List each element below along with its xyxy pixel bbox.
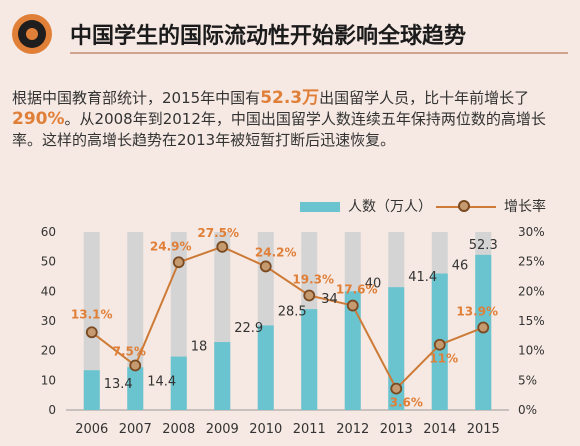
x-axis-tick-label: 2008 (162, 422, 195, 437)
bullet-icon (12, 14, 52, 54)
legend-bar-swatch (300, 202, 340, 212)
bar (344, 291, 361, 410)
x-axis-tick-label: 2012 (336, 422, 369, 437)
rate-value-label: 24.9% (150, 239, 192, 253)
left-axis-tick-label: 60 (41, 225, 56, 239)
right-axis-tick-label: 25% (518, 255, 545, 269)
rate-value-label: 24.2% (255, 245, 297, 259)
right-axis-tick-label: 15% (518, 314, 545, 328)
bar (257, 325, 274, 410)
growth-rate-marker (216, 240, 229, 253)
bar-value-label: 22.9 (234, 321, 263, 336)
legend-bar-label: 人数（万人） (348, 199, 432, 215)
bar-value-label: 28.5 (278, 304, 307, 319)
growth-rate-marker (346, 299, 359, 312)
right-axis-tick-label: 0% (518, 403, 537, 417)
bar (127, 367, 144, 410)
rate-value-label: 7.5% (113, 345, 146, 359)
left-axis-tick-label: 50 (41, 255, 56, 269)
x-axis-tick-label: 2014 (423, 422, 456, 437)
growth-rate-marker (85, 326, 98, 339)
bar (83, 370, 100, 410)
rate-value-label: 13.1% (71, 307, 113, 321)
x-axis-tick-label: 2011 (293, 422, 326, 437)
growth-rate-line (91, 245, 484, 391)
growth-rate-marker (477, 321, 490, 334)
left-axis-tick-label: 30 (41, 314, 56, 328)
description-highlight-count: 52.3万 (260, 88, 320, 108)
bar-value-label: 46 (452, 259, 469, 274)
x-axis-tick-label: 2007 (119, 422, 152, 437)
rate-value-label: 13.9% (456, 305, 498, 319)
growth-rate-marker (303, 289, 316, 302)
description-segment: 根据中国教育部统计，2015年中国有 (12, 89, 261, 107)
right-axis-tick-label: 20% (518, 284, 545, 298)
legend-marker-swatch (458, 200, 470, 212)
left-axis-tick-label: 40 (41, 284, 56, 298)
bar-value-label: 13.4 (104, 377, 133, 392)
bar (301, 309, 318, 410)
description-highlight-growth: 290% (12, 109, 65, 129)
rate-value-label: 11% (429, 352, 458, 366)
bar-value-label: 41.4 (408, 270, 437, 285)
bar-value-label: 14.4 (147, 374, 176, 389)
chart-legend: 人数（万人） 增长率 (300, 196, 560, 218)
left-axis-tick-label: 20 (41, 344, 56, 358)
growth-rate-marker (390, 382, 403, 395)
rate-value-label: 3.6% (390, 396, 423, 410)
growth-rate-marker (259, 260, 272, 273)
bar-value-label: 18 (191, 340, 208, 355)
rate-value-label: 19.3% (292, 272, 334, 286)
description-segment: 出国留学人员，比十年前增长了 (319, 89, 530, 107)
x-axis-tick-label: 2013 (380, 422, 413, 437)
rate-value-label: 17.6% (336, 283, 378, 297)
growth-rate-marker (172, 256, 185, 269)
bar-value-label: 52.3 (469, 238, 498, 253)
right-axis-tick-label: 30% (518, 225, 545, 239)
left-axis-tick-label: 10 (41, 373, 56, 387)
growth-rate-marker (129, 359, 142, 372)
legend-line-label: 增长率 (504, 199, 546, 215)
title-underline (70, 52, 568, 54)
page-title: 中国学生的国际流动性开始影响全球趋势 (70, 24, 467, 49)
background-bar (83, 232, 100, 410)
bar (214, 342, 231, 410)
bar-value-label: 34 (321, 292, 338, 307)
x-axis-tick-label: 2009 (206, 422, 239, 437)
x-axis-tick-label: 2010 (249, 422, 282, 437)
right-axis-tick-label: 5% (518, 373, 537, 387)
x-axis-tick-label: 2006 (75, 422, 108, 437)
bar-value-label: 40 (365, 276, 382, 291)
bar (170, 356, 187, 410)
description-segment: 。从2008年到2012年，中国出国留学人数连续五年保持两位数的高增长率。这样的… (12, 110, 546, 149)
left-axis-tick-label: 0 (48, 403, 56, 417)
description-text: 根据中国教育部统计，2015年中国有52.3万出国留学人员，比十年前增长了 290… (12, 88, 572, 151)
rate-value-label: 27.5% (197, 226, 239, 240)
x-axis-tick-label: 2015 (467, 422, 500, 437)
growth-rate-marker (433, 338, 446, 351)
title-bar: 中国学生的国际流动性开始影响全球趋势 (12, 12, 568, 56)
right-axis-tick-label: 10% (518, 344, 545, 358)
